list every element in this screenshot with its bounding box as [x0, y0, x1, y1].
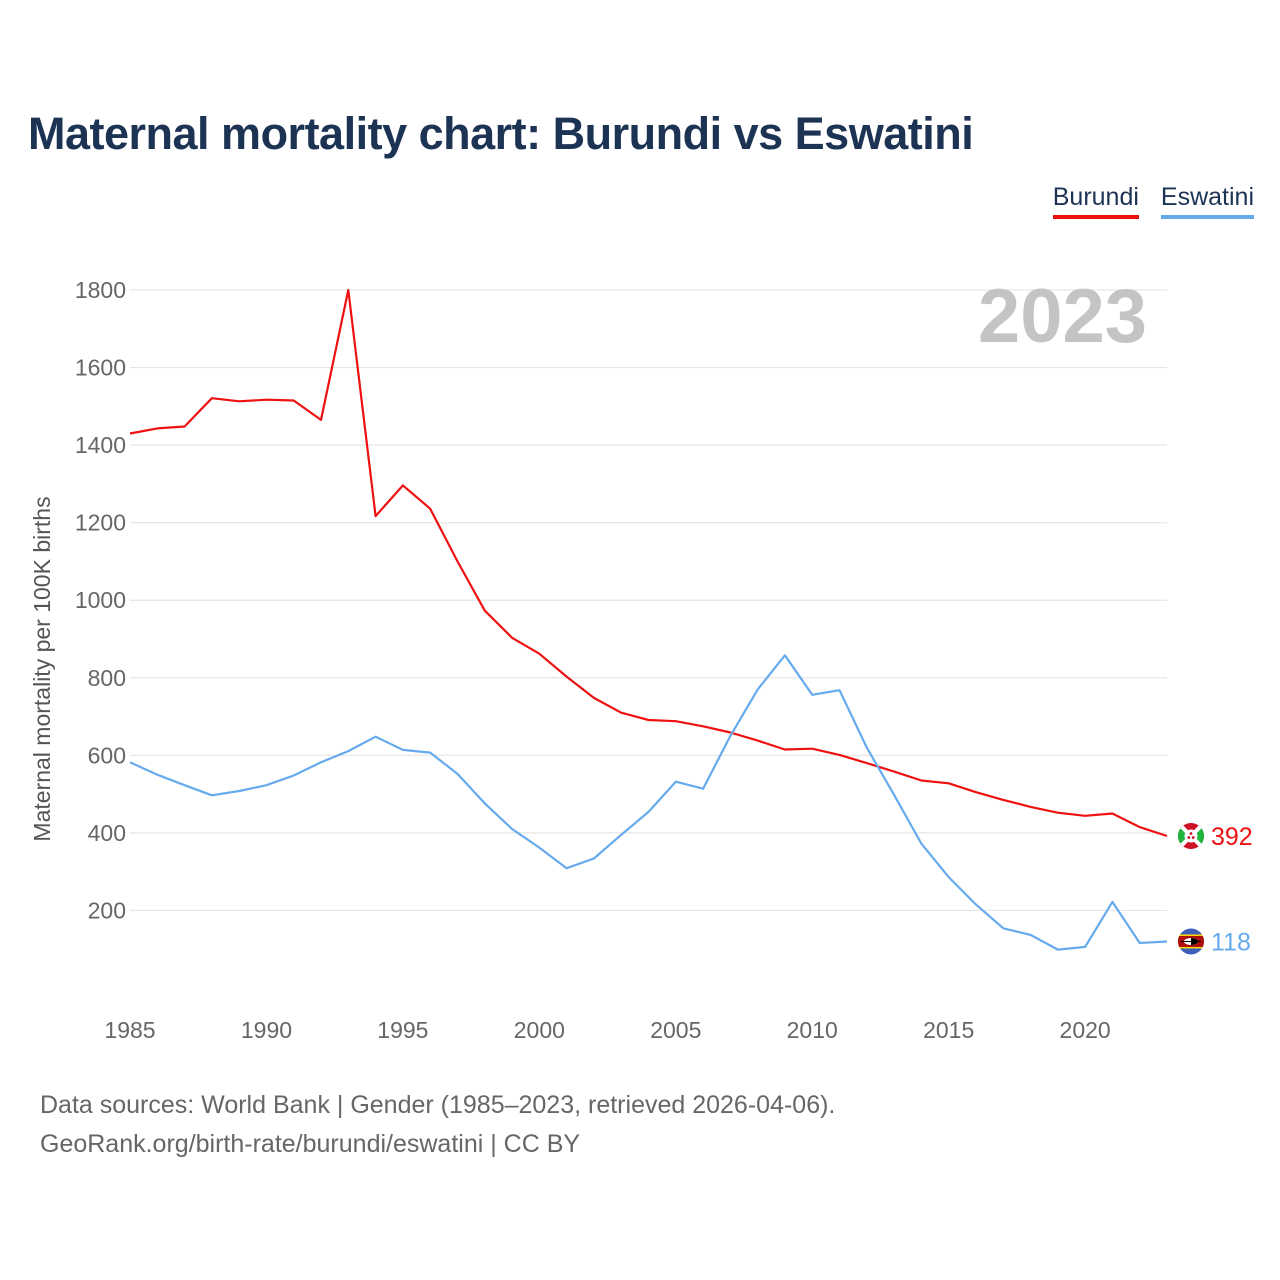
y-axis-label: Maternal mortality per 100K births: [29, 496, 55, 841]
y-axis-ticks: 200 400 600 800 1000 1200 1400 1600 1800: [75, 277, 126, 923]
y-tick-800: 800: [88, 665, 126, 691]
year-label: 2023: [978, 274, 1147, 359]
footer: Data sources: World Bank | Gender (1985–…: [40, 1086, 835, 1164]
series-lines: [129, 288, 1168, 951]
series-line-eswatini: [129, 654, 1168, 951]
x-axis-ticks: 1985 1990 1995 2000 2005 2010 2015 2020: [104, 1017, 1110, 1043]
y-tick-1800: 1800: [75, 277, 126, 303]
x-tick-2010: 2010: [787, 1017, 838, 1043]
eswatini-flag-icon: [1178, 928, 1204, 955]
legend-item-eswatini[interactable]: Eswatini: [1160, 183, 1254, 219]
chart-title: Maternal mortality chart: Burundi vs Esw…: [28, 108, 974, 159]
y-tick-600: 600: [88, 742, 126, 768]
x-tick-1990: 1990: [241, 1017, 292, 1043]
y-tick-200: 200: [88, 897, 126, 923]
x-tick-1985: 1985: [104, 1017, 155, 1043]
x-tick-2015: 2015: [923, 1017, 974, 1043]
series-line-burundi: [129, 288, 1168, 838]
x-tick-2005: 2005: [650, 1017, 701, 1043]
x-tick-1995: 1995: [377, 1017, 428, 1043]
y-tick-400: 400: [88, 820, 126, 846]
y-tick-1200: 1200: [75, 510, 126, 536]
eswatini-end-value: 118: [1211, 928, 1251, 956]
burundi-flag-icon: [1178, 822, 1204, 849]
end-markers: [1178, 822, 1204, 955]
y-tick-1600: 1600: [75, 355, 126, 381]
y-tick-1000: 1000: [75, 587, 126, 613]
y-tick-1400: 1400: [75, 432, 126, 458]
source-url[interactable]: GeoRank.org/birth-rate/burundi/eswatini …: [40, 1130, 581, 1158]
data-sources-note: Data sources: World Bank | Gender (1985–…: [40, 1091, 836, 1119]
legend: Burundi Eswatini: [1052, 183, 1254, 219]
grid-lines: [130, 289, 1167, 912]
burundi-end-value: 392: [1211, 823, 1253, 851]
x-tick-2000: 2000: [514, 1017, 565, 1043]
legend-item-burundi[interactable]: Burundi: [1052, 183, 1139, 219]
x-tick-2020: 2020: [1060, 1017, 1111, 1043]
